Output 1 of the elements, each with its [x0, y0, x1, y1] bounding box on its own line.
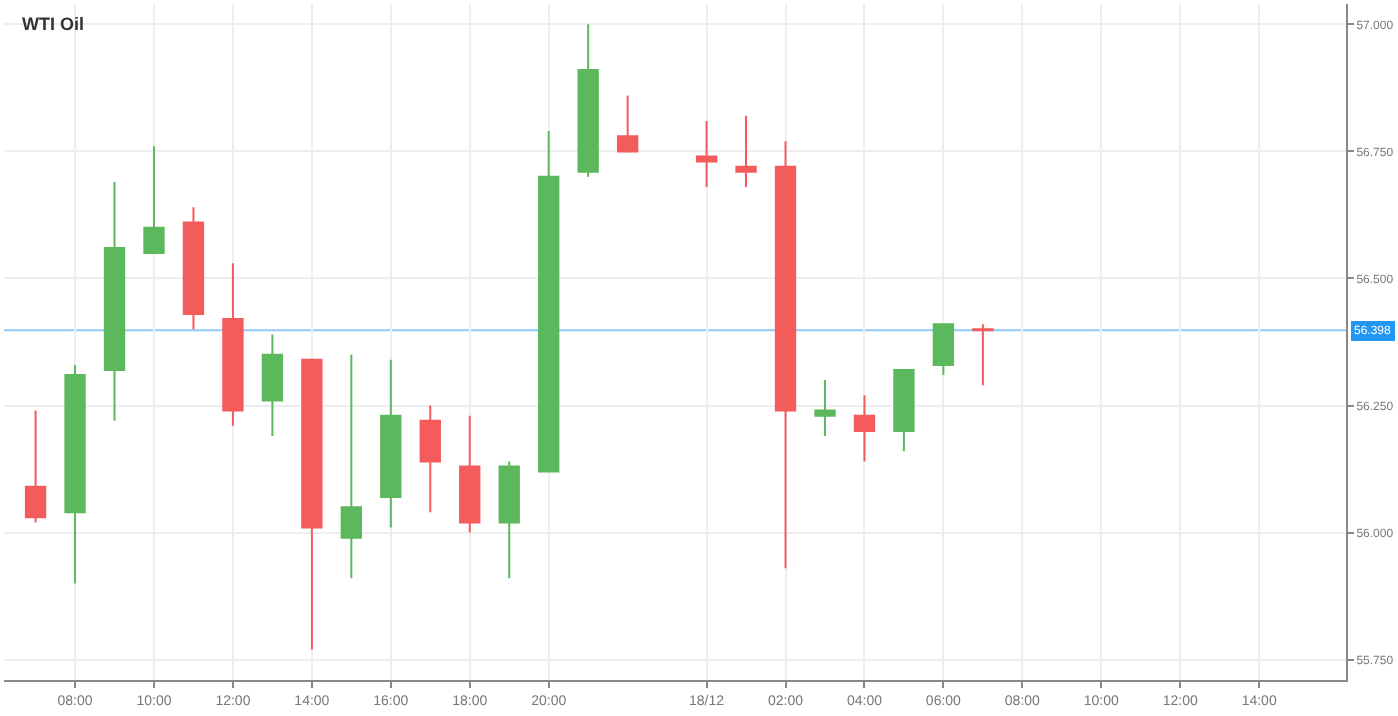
text: WTI Oil [22, 14, 84, 34]
